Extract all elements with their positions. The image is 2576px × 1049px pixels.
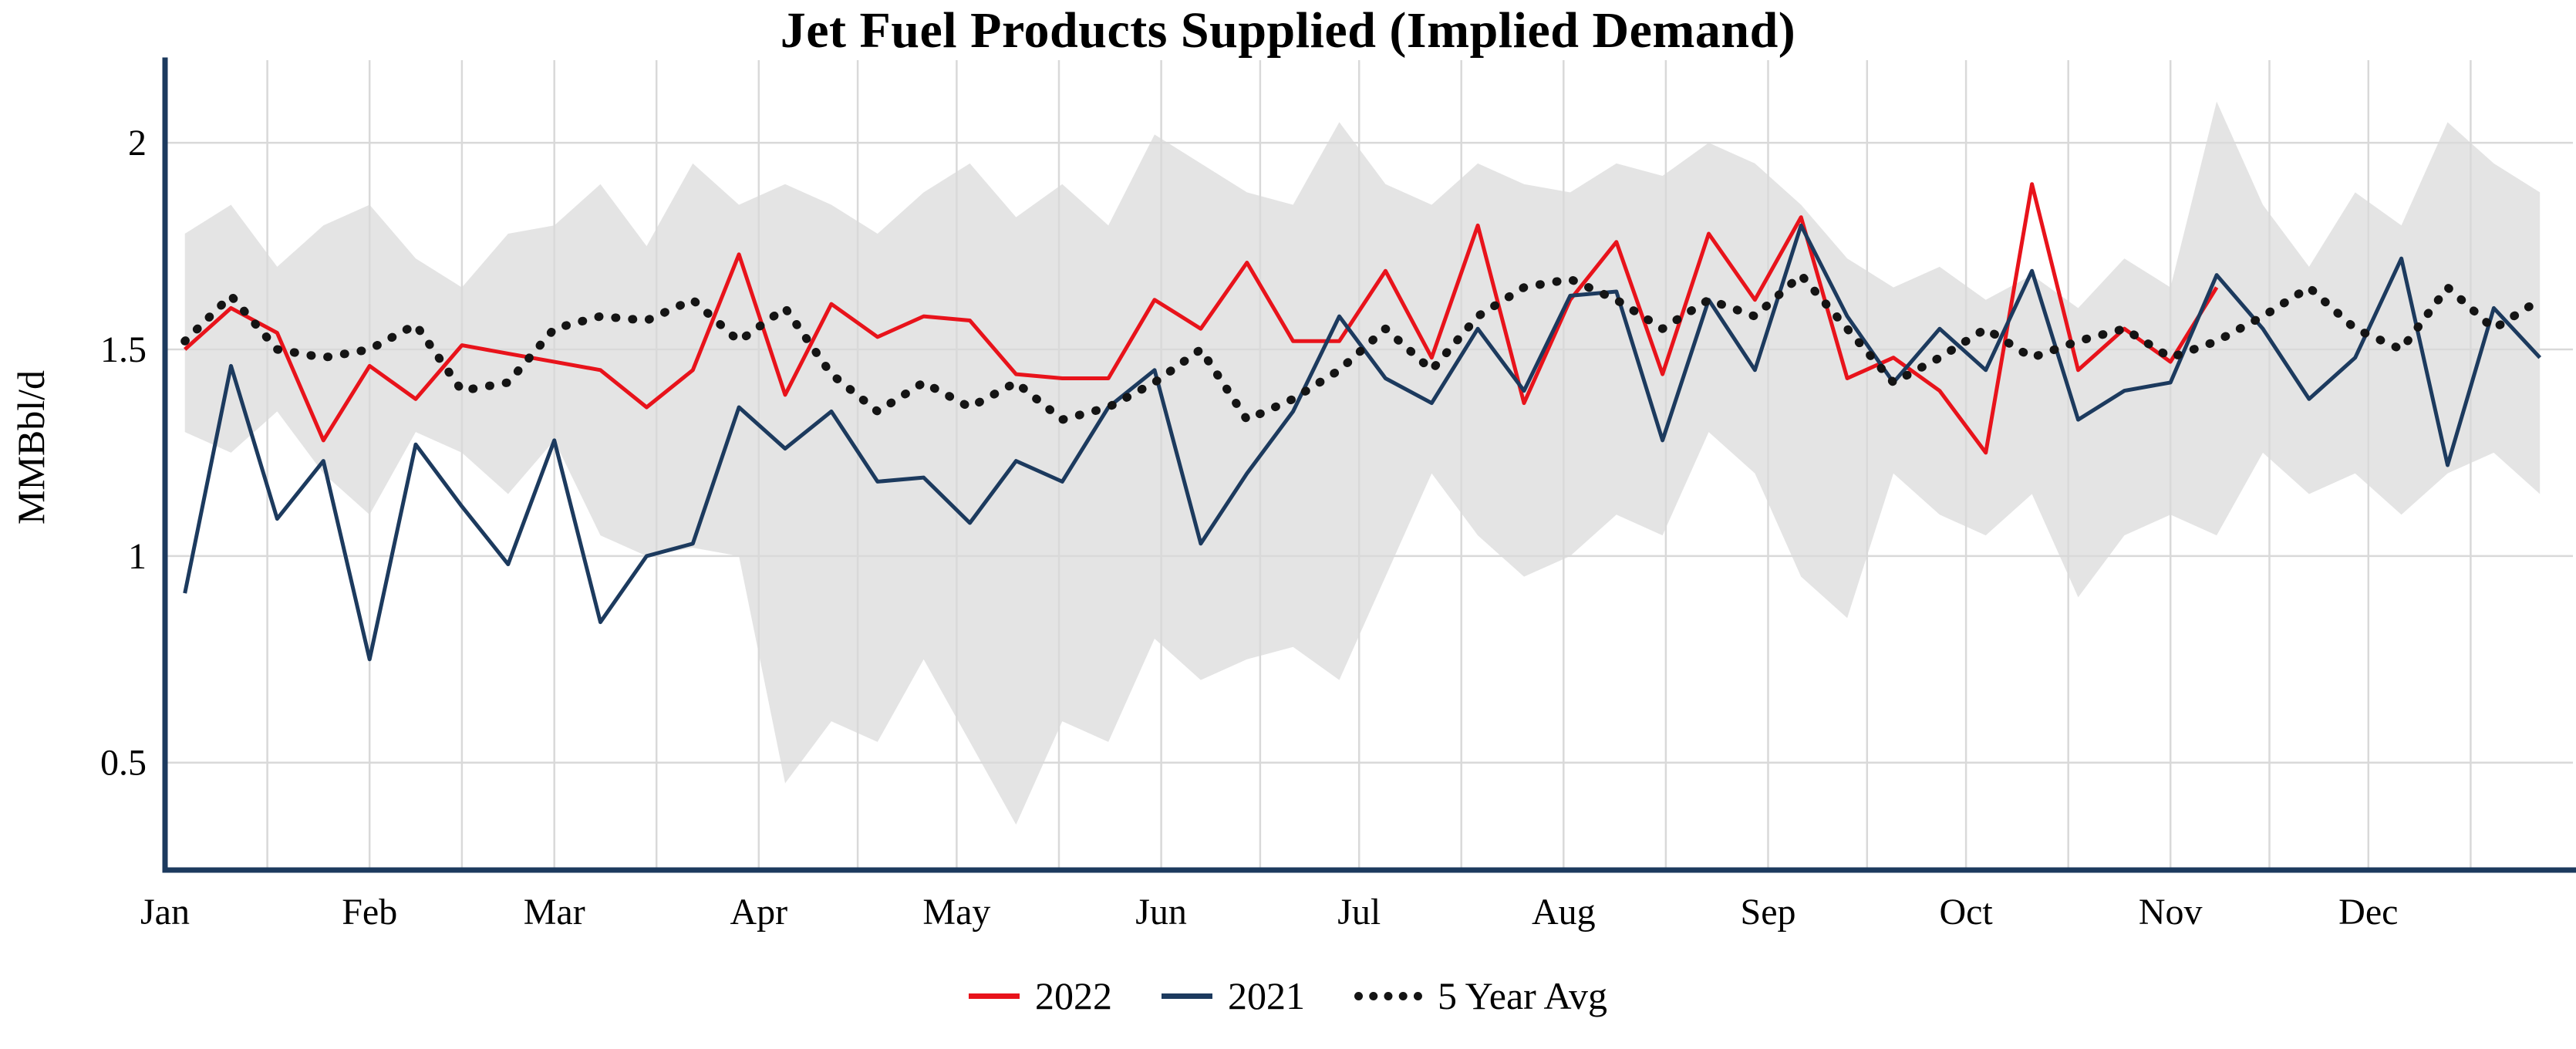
chart-title: Jet Fuel Products Supplied (Implied Dema… [780, 2, 1796, 59]
legend-swatch-5-year-avg-line [1354, 991, 1423, 1000]
x-tick-label: Jul [1337, 892, 1381, 933]
x-tick-label: Apr [730, 892, 787, 933]
y-tick-label: 0.5 [100, 743, 147, 784]
axis-lines [162, 57, 2576, 873]
x-tick-label: Jun [1135, 892, 1187, 933]
series-line-5-year-avg [180, 271, 2544, 424]
x-tick-label: Mar [524, 892, 585, 933]
legend-item-2022: 2022 [969, 973, 1112, 1018]
x-tick-label: Jan [140, 892, 190, 933]
y-tick-label: 1 [128, 536, 147, 577]
x-tick-label: Aug [1532, 892, 1596, 933]
legend-label-2022: 2022 [1035, 974, 1113, 1017]
x-tick-label: Feb [342, 892, 397, 933]
five-year-range-band [184, 101, 2541, 825]
legend-swatch-2021-line [1162, 993, 1213, 999]
x-tick-label: Oct [1939, 892, 1993, 933]
x-tick-label: Sep [1741, 892, 1796, 933]
legend-swatch-2022-line [969, 993, 1020, 999]
x-tick-label: Dec [2338, 892, 2398, 933]
series-line-2022 [184, 182, 2219, 455]
legend: 2022 2021 5 Year Avg [0, 973, 2576, 1018]
y-tick-label: 1.5 [100, 329, 147, 370]
legend-label-2021: 2021 [1228, 974, 1306, 1017]
x-tick-label: Nov [2139, 892, 2203, 933]
x-tick-label: May [922, 892, 990, 933]
legend-item-2021: 2021 [1162, 973, 1305, 1018]
legend-label-5-year-avg: 5 Year Avg [1438, 974, 1607, 1017]
y-tick-label: 2 [128, 123, 147, 164]
legend-item-5-year-avg: 5 Year Avg [1354, 973, 1607, 1018]
